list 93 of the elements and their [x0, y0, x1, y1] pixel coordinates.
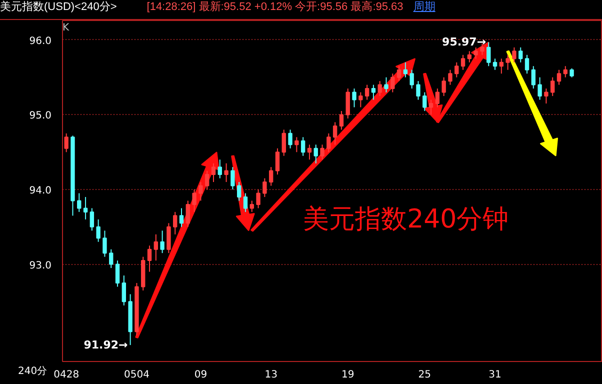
annotation: 美元指数240分钟 [303, 204, 509, 234]
candlestick [416, 80, 420, 100]
candlestick [531, 66, 536, 90]
candlestick [524, 54, 530, 74]
y-tick-label: 96.0 [29, 36, 52, 47]
candlestick [256, 189, 260, 209]
candlestick [288, 129, 292, 149]
candlestick [320, 144, 324, 160]
candlestick [378, 80, 382, 97]
candlestick [332, 122, 338, 146]
y-tick-label: 93.0 [29, 260, 52, 272]
annotation: 91.92→ [84, 338, 128, 352]
candlestick [352, 88, 356, 108]
x-axis-title: 240分 [18, 366, 48, 377]
x-tick-label: 19 [341, 370, 354, 380]
candlestick [512, 46, 516, 63]
candlestick [90, 208, 94, 232]
candlestick [250, 200, 254, 212]
x-tick-label: 31 [488, 370, 502, 380]
candlestick [83, 196, 88, 220]
candlestick [262, 178, 267, 198]
candlestick [268, 166, 274, 186]
x-tick-label: 0504 [124, 370, 150, 380]
candlestick [371, 84, 376, 100]
candlestick [282, 129, 286, 156]
candlestick [428, 99, 434, 116]
candlestick [467, 50, 472, 63]
chart-title: 美元指数(USD)<240分> [0, 1, 117, 13]
candlestick [218, 159, 222, 179]
candlestick [358, 92, 363, 108]
candlestick [211, 162, 216, 183]
candlestick [442, 76, 446, 97]
candlestick [435, 88, 440, 108]
candlestick [224, 162, 228, 183]
candlestick [422, 92, 427, 112]
candlestick [64, 132, 68, 153]
y-tick-label: 95.0 [29, 110, 52, 122]
candlestick [454, 62, 459, 78]
candlestick [346, 88, 350, 119]
candlestick [364, 84, 370, 100]
candlestick [77, 192, 82, 212]
candlestick [326, 132, 331, 153]
candlestick [492, 58, 498, 70]
y-tick-label: 94.0 [29, 186, 52, 197]
x-tick-label: 0428 [54, 370, 80, 380]
candlestick [544, 88, 548, 104]
candlestick [166, 222, 171, 254]
candlestick [506, 54, 510, 70]
chart-subtitle: [14:28:26] 最新:95.52 +0.12% 今开:95.56 最高:95.63 [146, 1, 404, 13]
candlestick [474, 46, 478, 60]
candlestick [179, 208, 184, 228]
candlestick [230, 166, 235, 190]
candlestick [160, 230, 164, 254]
candlestick [390, 73, 395, 93]
candlestick [109, 248, 114, 269]
candlestick [102, 230, 107, 258]
candlestick [518, 46, 523, 63]
candlestick [486, 42, 491, 67]
x-tick-label: 13 [264, 370, 278, 380]
candlestick [410, 69, 414, 90]
annotation: K [62, 22, 70, 34]
candlestick [307, 144, 312, 160]
candlestick [147, 245, 152, 272]
candlestick [339, 110, 344, 130]
candlestick [205, 170, 210, 190]
candlestick [396, 66, 402, 82]
x-tick-label: 25 [418, 370, 432, 380]
candlestick [448, 69, 452, 86]
candlestick [122, 275, 126, 306]
candlestick [154, 234, 158, 262]
candlestick [294, 136, 299, 153]
candlestick [275, 148, 280, 176]
annotation: 95.97→ [442, 36, 486, 49]
candlestick [96, 218, 100, 242]
candlestick [314, 144, 318, 164]
candlestick [499, 58, 504, 74]
x-tick-label: 09 [194, 370, 208, 380]
candlestick [538, 76, 542, 100]
candlestick [198, 182, 203, 202]
candlestick [300, 136, 306, 156]
candlestick [173, 211, 178, 235]
candlestick [192, 189, 196, 212]
candlestick [460, 54, 466, 70]
candlestick [563, 66, 568, 78]
candlestick [384, 76, 388, 93]
candlestick [243, 192, 248, 212]
candlestick [186, 200, 190, 228]
candlestick [556, 69, 562, 86]
candlestick [236, 182, 242, 202]
candlestick [403, 62, 408, 78]
text: 周期 [413, 1, 436, 13]
candlestick [550, 76, 555, 97]
candlestick [115, 260, 120, 288]
